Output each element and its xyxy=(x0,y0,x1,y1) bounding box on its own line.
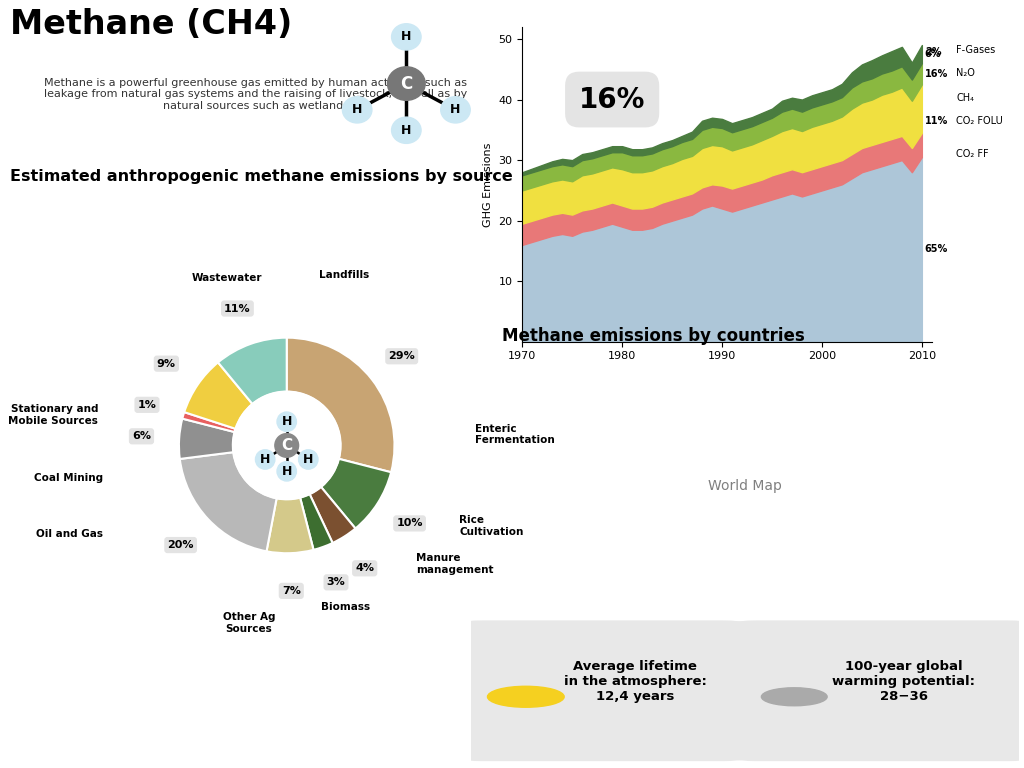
Wedge shape xyxy=(309,487,355,543)
Circle shape xyxy=(255,450,274,469)
Text: Manure
management: Manure management xyxy=(416,553,494,574)
Circle shape xyxy=(232,392,341,499)
Circle shape xyxy=(387,67,425,101)
Wedge shape xyxy=(266,498,313,553)
Text: 3%: 3% xyxy=(327,578,345,588)
Text: Methane emissions by countries: Methane emissions by countries xyxy=(502,327,805,345)
Text: Other Ag
Sources: Other Ag Sources xyxy=(223,613,275,634)
Text: 16%: 16% xyxy=(925,68,948,78)
Text: Landfills: Landfills xyxy=(319,270,370,280)
Text: 6%: 6% xyxy=(925,49,941,59)
Wedge shape xyxy=(182,412,236,432)
Wedge shape xyxy=(184,362,252,429)
Text: 9%: 9% xyxy=(157,359,176,369)
Text: 4%: 4% xyxy=(355,563,374,573)
Text: 6%: 6% xyxy=(132,432,151,442)
Circle shape xyxy=(391,118,421,144)
Text: H: H xyxy=(260,453,270,466)
Text: 11%: 11% xyxy=(224,303,251,313)
Text: C: C xyxy=(282,438,292,453)
Circle shape xyxy=(440,97,470,123)
Text: H: H xyxy=(282,465,292,478)
FancyBboxPatch shape xyxy=(723,621,1024,761)
Circle shape xyxy=(487,687,564,707)
Text: 7%: 7% xyxy=(282,586,301,596)
Text: H: H xyxy=(303,453,313,466)
Text: Wastewater: Wastewater xyxy=(193,273,263,283)
Text: CO₂ FF: CO₂ FF xyxy=(956,148,989,159)
Text: Coal Mining: Coal Mining xyxy=(35,473,103,483)
Text: H: H xyxy=(352,104,362,116)
Text: World Map: World Map xyxy=(708,478,782,493)
Wedge shape xyxy=(218,338,287,404)
Wedge shape xyxy=(287,338,394,472)
Text: CH₄: CH₄ xyxy=(956,92,975,103)
Circle shape xyxy=(342,97,372,123)
Text: H: H xyxy=(451,104,461,116)
Text: 29%: 29% xyxy=(388,351,415,361)
Wedge shape xyxy=(300,494,333,550)
Text: H: H xyxy=(282,415,292,429)
Text: Estimated anthropogenic methane emissions by source: Estimated anthropogenic methane emission… xyxy=(10,169,513,184)
Text: N₂O: N₂O xyxy=(956,68,975,78)
Text: H: H xyxy=(401,31,412,43)
Text: Methane (CH4): Methane (CH4) xyxy=(10,8,293,41)
Text: Stationary and
Mobile Sources: Stationary and Mobile Sources xyxy=(8,405,98,426)
Text: 1%: 1% xyxy=(137,400,157,410)
Text: 2%: 2% xyxy=(925,48,941,58)
Wedge shape xyxy=(179,419,234,459)
Circle shape xyxy=(299,450,318,469)
Text: Methane is a powerful greenhouse gas emitted by human activities such as
leakage: Methane is a powerful greenhouse gas emi… xyxy=(44,78,468,111)
Circle shape xyxy=(278,412,296,432)
Circle shape xyxy=(762,688,827,706)
Text: Oil and Gas: Oil and Gas xyxy=(37,529,103,539)
Text: Enteric
Fermentation: Enteric Fermentation xyxy=(475,424,555,445)
Circle shape xyxy=(391,24,421,50)
FancyBboxPatch shape xyxy=(450,621,756,761)
Text: Rice
Cultivation: Rice Cultivation xyxy=(459,515,523,537)
Circle shape xyxy=(278,462,296,481)
Text: Average lifetime
in the atmosphere:
12,4 years: Average lifetime in the atmosphere: 12,4… xyxy=(564,660,707,703)
Circle shape xyxy=(274,434,299,457)
Text: 100-year global
warming potential:
28−36: 100-year global warming potential: 28−36 xyxy=(833,660,975,703)
Wedge shape xyxy=(180,452,276,551)
Text: 10%: 10% xyxy=(396,518,423,528)
Text: 16%: 16% xyxy=(579,85,645,114)
Text: 20%: 20% xyxy=(167,540,194,550)
Text: Biomass: Biomass xyxy=(322,602,371,612)
Text: F-Gases: F-Gases xyxy=(956,45,995,55)
Y-axis label: GHG Emissions: GHG Emissions xyxy=(483,142,493,227)
Wedge shape xyxy=(322,458,391,528)
Text: 11%: 11% xyxy=(925,116,948,126)
Text: H: H xyxy=(401,124,412,137)
Text: 65%: 65% xyxy=(925,244,948,254)
Text: CO₂ FOLU: CO₂ FOLU xyxy=(956,115,1004,126)
Text: C: C xyxy=(400,74,413,93)
